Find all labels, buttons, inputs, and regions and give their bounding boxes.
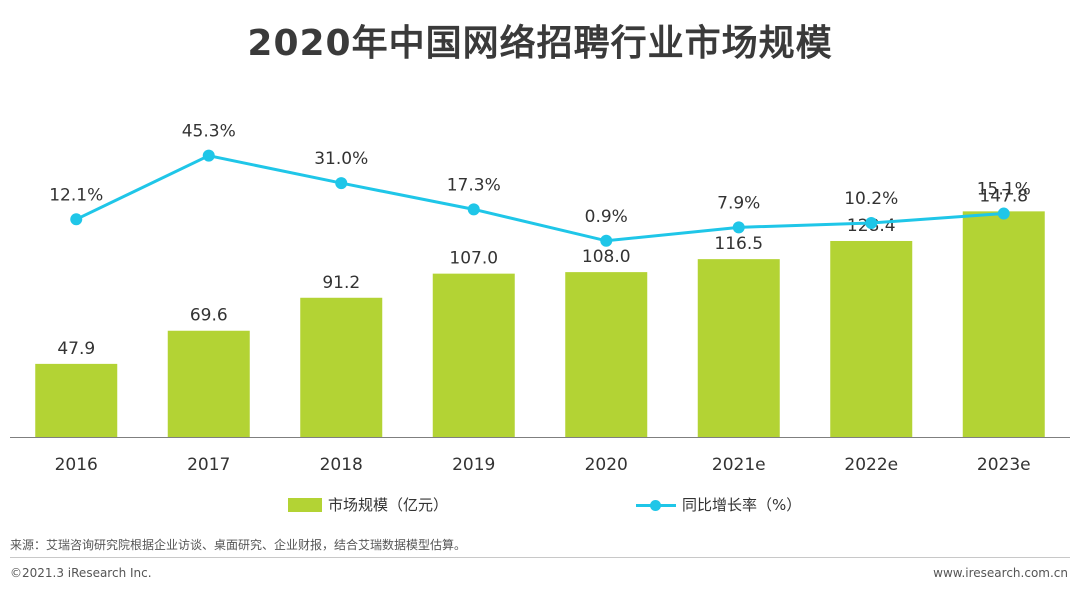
legend-line-swatch <box>636 498 676 512</box>
chart-canvas: 47.969.691.2107.0108.0116.5128.4147.8201… <box>10 122 1070 475</box>
growth-label-2020: 0.9% <box>585 207 628 227</box>
growth-point-2016 <box>70 213 83 226</box>
bar-2020 <box>565 272 648 437</box>
bar-2021e <box>697 259 780 437</box>
website-url: www.iresearch.com.cn <box>933 566 1068 580</box>
x-tick-label-2021e: 2021e <box>712 455 766 475</box>
growth-point-2018 <box>335 177 348 190</box>
growth-label-2016: 12.1% <box>49 185 103 205</box>
growth-label-2022e: 10.2% <box>844 189 898 209</box>
copyright-text: ©2021.3 iResearch Inc. <box>10 566 152 580</box>
x-tick-label-2017: 2017 <box>187 455 230 475</box>
x-tick-label-2018: 2018 <box>320 455 363 475</box>
legend-bar-swatch <box>288 497 322 512</box>
footer-divider <box>10 557 1070 558</box>
bar-2022e <box>830 240 913 437</box>
growth-label-2017: 45.3% <box>182 122 236 142</box>
bar-2019 <box>432 273 515 437</box>
bar-2018 <box>300 297 383 437</box>
bar-2016 <box>35 363 118 437</box>
growth-rate-line <box>75 154 1004 243</box>
legend-item-line: 同比增长率（%） <box>636 494 801 515</box>
growth-label-2021e: 7.9% <box>717 193 760 213</box>
growth-label-2019: 17.3% <box>447 175 501 195</box>
chart-title: 2020年中国网络招聘行业市场规模 <box>247 23 833 64</box>
bar-value-label-2017: 69.6 <box>190 306 228 326</box>
growth-point-2020 <box>600 234 613 247</box>
growth-label-2023e: 15.1% <box>977 180 1031 200</box>
bar-2017 <box>167 330 250 437</box>
bar-value-label-2019: 107.0 <box>449 249 498 269</box>
x-tick-label-2016: 2016 <box>55 455 98 475</box>
legend-item-bar: 市场规模（亿元） <box>288 494 448 515</box>
bar-2023e <box>962 211 1045 437</box>
x-tick-label-2019: 2019 <box>452 455 495 475</box>
x-tick-label-2023e: 2023e <box>977 455 1031 475</box>
legend-bar-label: 市场规模（亿元） <box>328 496 449 514</box>
x-tick-label-2020: 2020 <box>585 455 628 475</box>
chart-legend: 市场规模（亿元） 同比增长率（%） <box>0 494 1080 520</box>
growth-point-2017 <box>202 149 215 162</box>
legend-line-label: 同比增长率（%） <box>682 496 802 514</box>
bar-value-label-2020: 108.0 <box>582 247 631 267</box>
growth-point-2021e <box>732 221 745 234</box>
growth-point-2019 <box>467 203 480 216</box>
growth-point-2023e <box>997 207 1010 220</box>
bar-value-label-2021e: 116.5 <box>714 234 763 254</box>
growth-label-2018: 31.0% <box>314 149 368 169</box>
growth-point-2022e <box>865 216 878 229</box>
bar-value-label-2018: 91.2 <box>322 273 360 293</box>
bar-value-label-2023e: 147.8 <box>979 186 1028 206</box>
x-tick-label-2022e: 2022e <box>844 455 898 475</box>
bar-value-label-2016: 47.9 <box>57 339 95 359</box>
source-note: 来源：艾瑞咨询研究院根据企业访谈、桌面研究、企业财报，结合艾瑞数据模型估算。 <box>10 538 467 552</box>
